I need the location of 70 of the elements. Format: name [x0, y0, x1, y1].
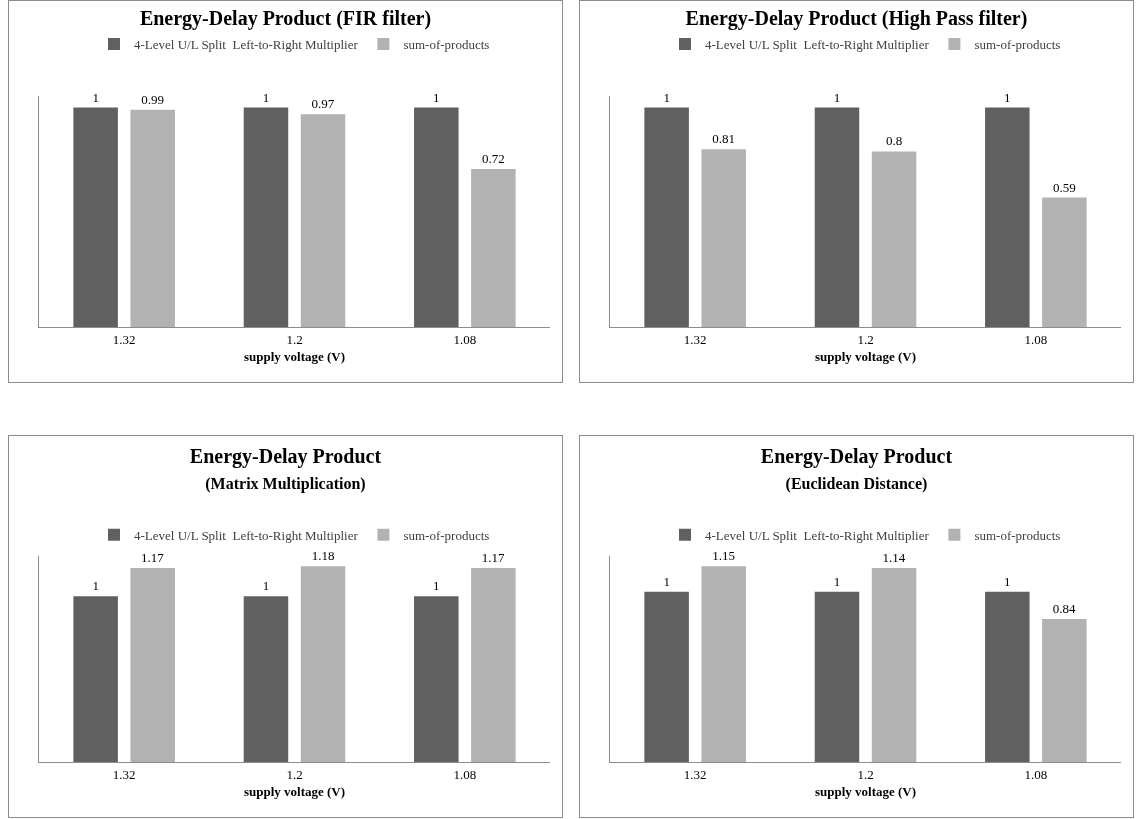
- bar: [73, 107, 118, 327]
- bar: [814, 107, 860, 327]
- bar: [414, 107, 459, 327]
- data-label: 0.81: [712, 131, 736, 147]
- chart-title: Energy-Delay Product (High Pass filter): [685, 6, 1028, 30]
- x-axis-title: supply voltage (V): [243, 784, 346, 800]
- chart-title: Energy-Delay Product (FIR filter): [139, 6, 432, 30]
- legend-label: sum-of-products: [403, 37, 490, 53]
- x-tick-label: 1.2: [857, 766, 874, 782]
- bar: [985, 591, 1030, 762]
- x-tick-label: 1.2: [857, 331, 874, 347]
- data-label: 1: [663, 89, 670, 105]
- bar: [1042, 197, 1087, 327]
- data-label: 1.15: [712, 548, 736, 564]
- data-label: 0.99: [141, 91, 165, 107]
- data-label: 0.59: [1052, 179, 1076, 195]
- bar: [814, 591, 860, 762]
- bar: [471, 169, 516, 327]
- legend-label: sum-of-products: [974, 37, 1061, 53]
- data-label: 1.17: [481, 549, 505, 565]
- data-label: 1: [1004, 573, 1011, 589]
- data-label: 1: [92, 578, 99, 594]
- data-label: 0.72: [481, 151, 505, 166]
- data-label: 1.14: [882, 550, 906, 565]
- x-tick-label: 1.08: [453, 766, 477, 782]
- legend-label: 4-Level U/L Split Left-to-Right Multiplier: [705, 527, 930, 543]
- bar: [243, 107, 289, 327]
- data-label: 1: [262, 578, 270, 594]
- legend-label: sum-of-products: [974, 527, 1061, 543]
- x-tick-label: 1.2: [286, 766, 303, 782]
- data-label: 1: [433, 89, 440, 105]
- data-label: 1: [663, 573, 670, 589]
- x-tick-label: 1.2: [286, 331, 303, 347]
- data-label: 1.18: [311, 548, 335, 564]
- legend-label: 4-Level U/L Split Left-to-Right Multiplier: [134, 37, 359, 53]
- bar: [871, 151, 917, 327]
- bar: [985, 107, 1030, 327]
- x-tick-label: 1.32: [112, 331, 136, 347]
- x-tick-label: 1.08: [453, 331, 477, 347]
- data-label: 0.97: [311, 96, 335, 112]
- bar: [644, 591, 689, 762]
- x-tick-label: 1.32: [112, 766, 136, 782]
- legend-label: sum-of-products: [403, 527, 490, 543]
- data-label: 1: [433, 578, 440, 594]
- data-label: 1: [92, 89, 99, 105]
- legend-label: 4-Level U/L Split Left-to-Right Multiplier: [134, 527, 359, 543]
- data-label: 0.84: [1052, 601, 1076, 617]
- chart-title: Energy-Delay Product (Euclidean Distance): [760, 444, 953, 493]
- bar: [1042, 619, 1087, 762]
- bar: [701, 566, 746, 762]
- x-axis-title: supply voltage (V): [243, 349, 346, 365]
- data-label: 1.17: [141, 549, 165, 565]
- bar: [701, 149, 746, 327]
- x-axis-title: supply voltage (V): [814, 784, 917, 800]
- x-axis-title: supply voltage (V): [814, 349, 917, 365]
- bar: [130, 109, 175, 327]
- x-tick-label: 1.08: [1024, 331, 1048, 347]
- data-label: 1: [833, 573, 841, 589]
- x-tick-label: 1.32: [683, 331, 707, 347]
- data-label: 0.8: [885, 133, 903, 149]
- legend-label: 4-Level U/L Split Left-to-Right Multiplier: [705, 37, 930, 53]
- bar: [300, 114, 346, 327]
- data-label: 1: [262, 89, 270, 105]
- x-tick-label: 1.08: [1024, 766, 1048, 782]
- bar: [644, 107, 689, 327]
- x-tick-label: 1.32: [683, 766, 707, 782]
- chart-title: Energy-Delay Product (Matrix Multiplication): [189, 444, 382, 493]
- data-label: 1: [1004, 89, 1011, 105]
- data-label: 1: [833, 89, 841, 105]
- bar: [871, 568, 917, 762]
